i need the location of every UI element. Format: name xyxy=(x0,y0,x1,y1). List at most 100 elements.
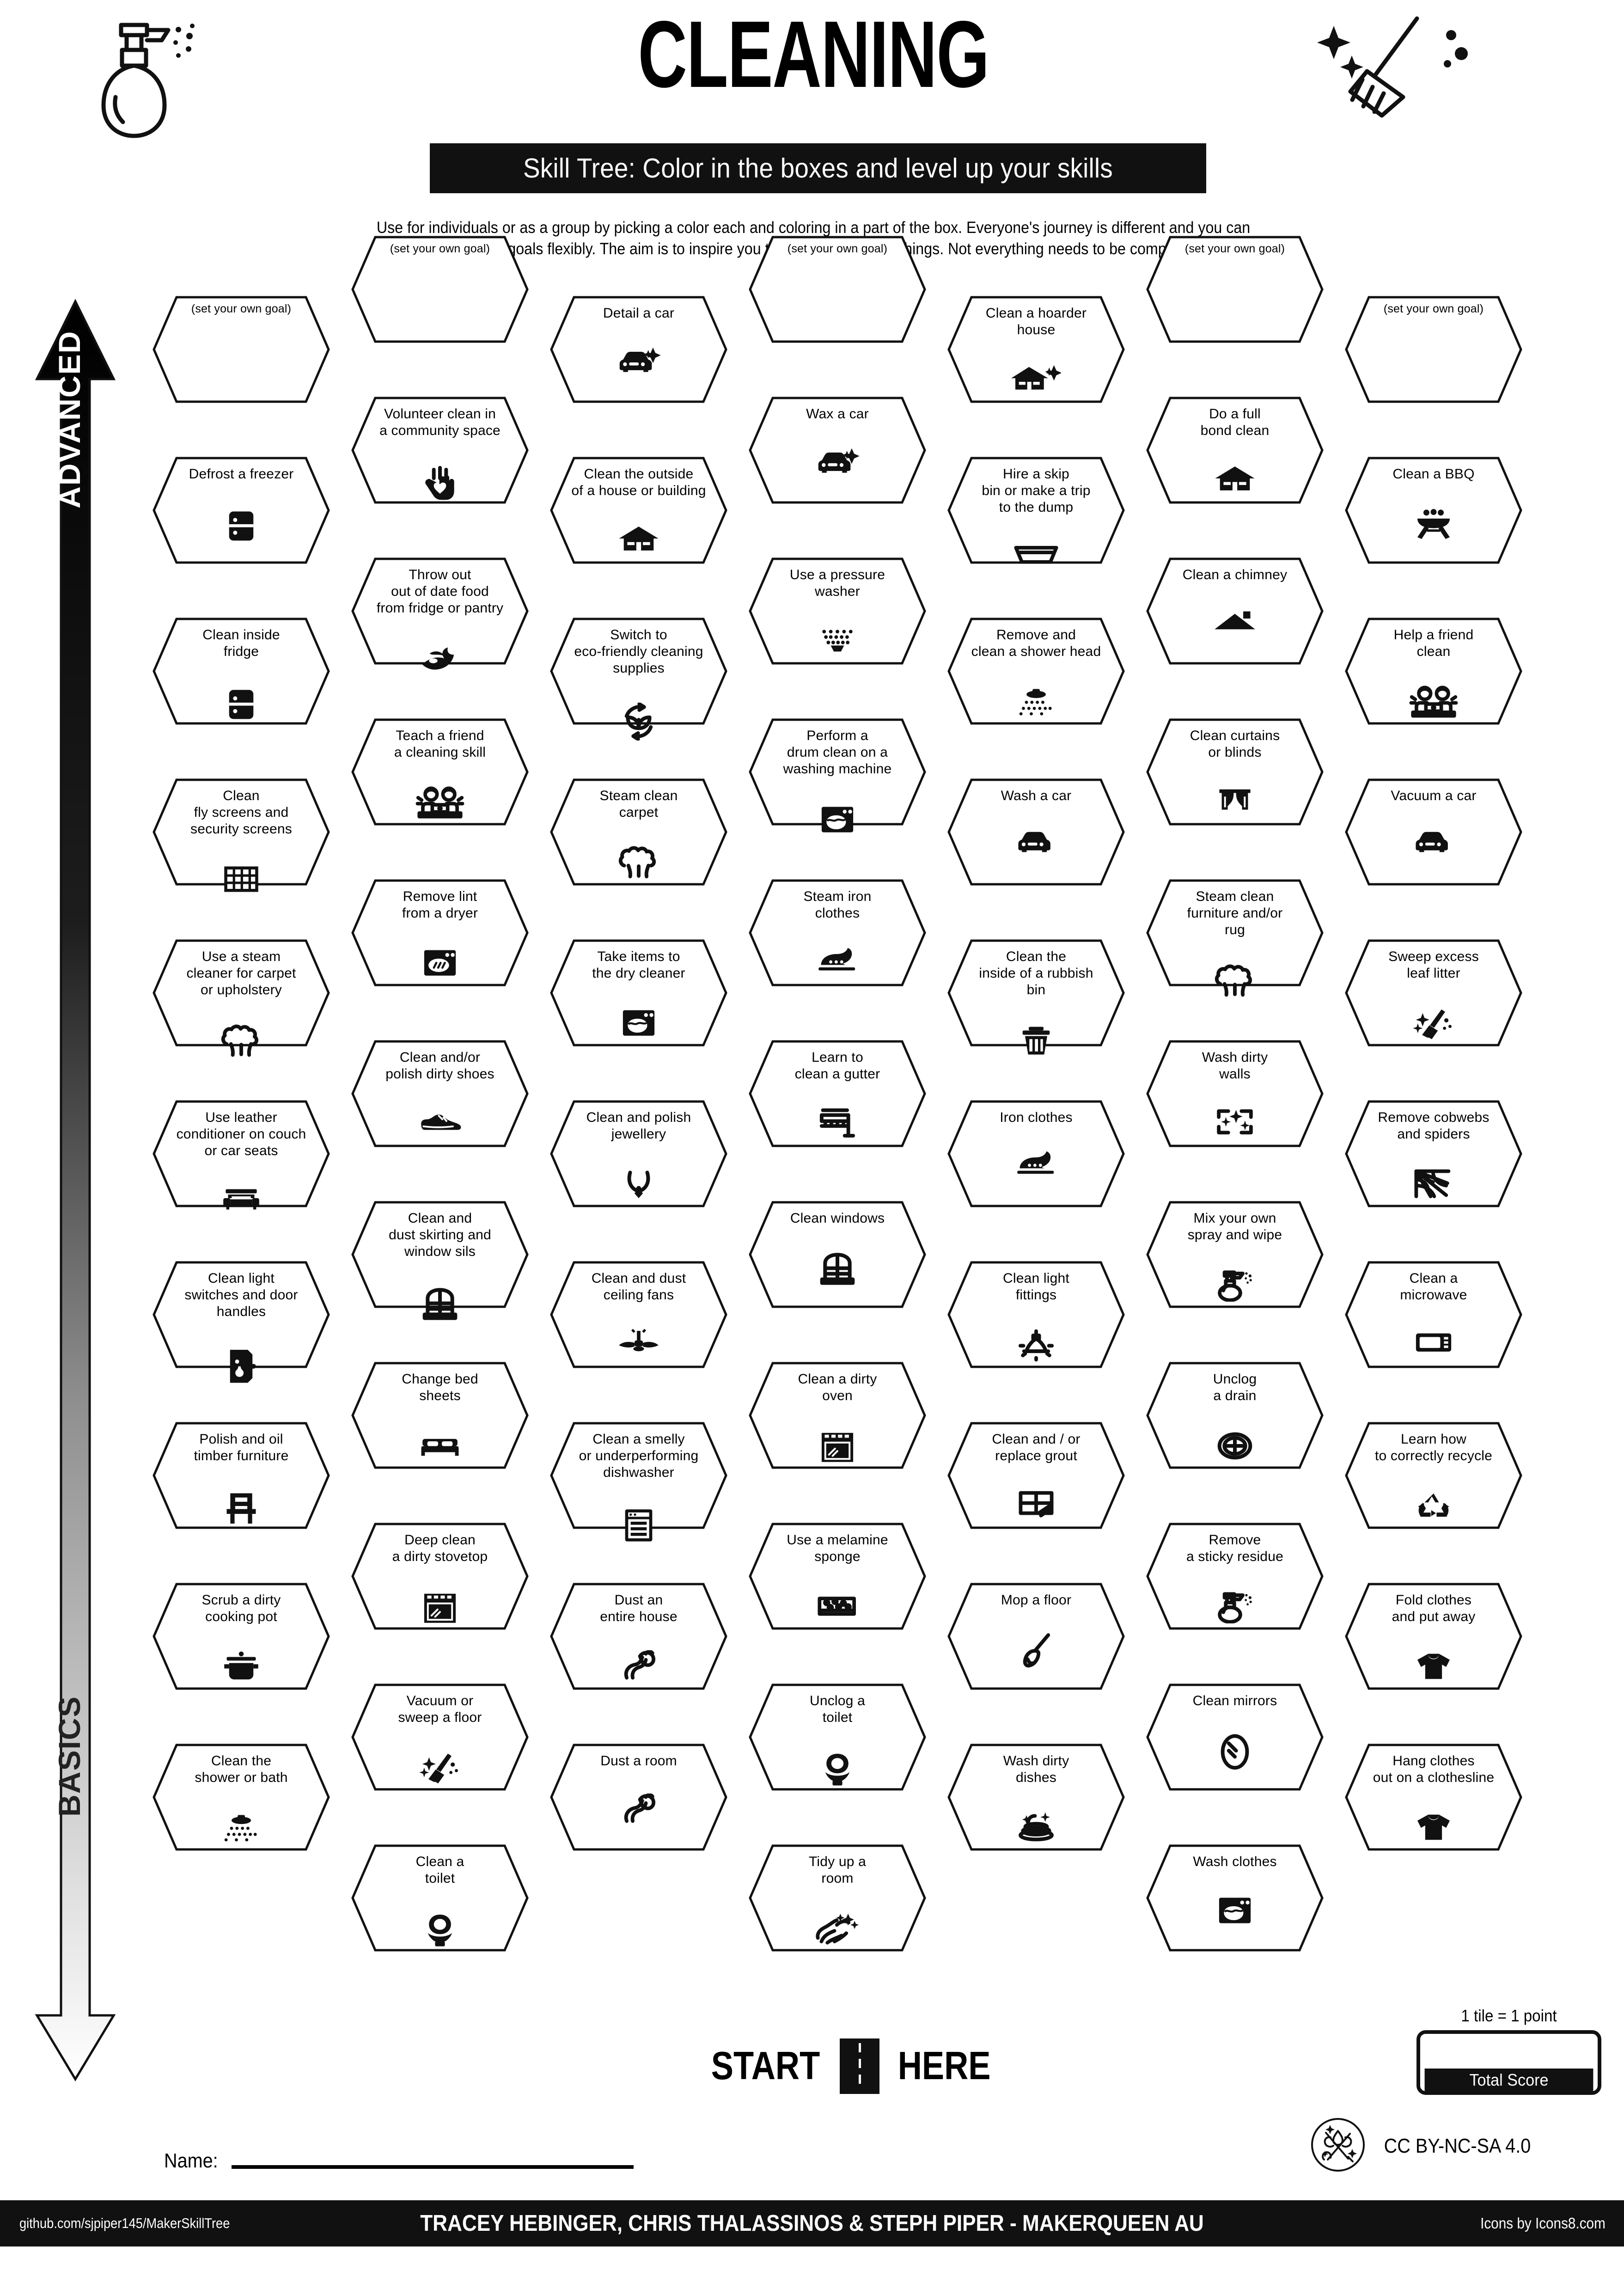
skill-tile[interactable]: Fold clothes and put away xyxy=(1345,1583,1522,1690)
skill-tile[interactable]: Steam iron clothes xyxy=(749,879,926,986)
skill-tile[interactable]: Do a full bond clean xyxy=(1146,397,1324,504)
skill-tile[interactable]: Hire a skip bin or make a trip to the dump xyxy=(947,457,1125,564)
skill-tile-label: Clean inside fridge xyxy=(202,627,280,659)
skill-tile-label: Iron clothes xyxy=(1000,1110,1073,1125)
skill-tile-label: Wash dirty walls xyxy=(1202,1050,1268,1082)
skill-tile-label: Hire a skip bin or make a trip to the dump xyxy=(982,466,1091,515)
skill-tile[interactable]: Dust a room xyxy=(550,1744,727,1851)
skill-tile[interactable]: Mop a floor xyxy=(947,1583,1125,1690)
skill-tile[interactable]: Vacuum a car xyxy=(1345,778,1522,886)
sprayhead-icon xyxy=(749,625,926,659)
skill-tile[interactable]: Use a steam cleaner for carpet or upholste… xyxy=(153,939,330,1057)
skill-tile[interactable]: Clean a toilet xyxy=(351,1844,529,1952)
skill-tile[interactable]: Remove a sticky residue xyxy=(1146,1523,1324,1630)
skill-tile-label: Clean the shower or bath xyxy=(195,1753,288,1785)
subtitle-banner: Skill Tree: Color in the boxes and level… xyxy=(430,143,1206,193)
skill-tile[interactable]: Learn how to correctly recycle xyxy=(1345,1422,1522,1529)
skill-tile[interactable]: Vacuum or sweep a floor xyxy=(351,1683,529,1791)
skill-tile[interactable]: Change bed sheets xyxy=(351,1362,529,1469)
skill-tile[interactable]: Perform a drum clean on a washing machine xyxy=(749,718,926,832)
skill-tile[interactable]: Tidy up a room xyxy=(749,1844,926,1952)
skill-tile[interactable]: (set your own goal) xyxy=(749,236,926,343)
screen-grid-icon xyxy=(153,863,330,897)
recycle-icon xyxy=(1345,1489,1522,1525)
skill-tile-label: Clean a dirty oven xyxy=(798,1371,877,1403)
skill-tile[interactable]: Wash dirty dishes xyxy=(947,1744,1125,1851)
skill-tile[interactable]: Steam clean carpet xyxy=(550,778,727,886)
skill-tile[interactable]: Use a melamine sponge xyxy=(749,1523,926,1630)
skill-tile[interactable]: Clean windows xyxy=(749,1201,926,1308)
skill-tile[interactable]: Polish and oil timber furniture xyxy=(153,1422,330,1529)
skill-tile[interactable]: (set your own goal) xyxy=(351,236,529,343)
score-input-area[interactable] xyxy=(1420,2034,1598,2069)
skill-tile[interactable]: Sweep excess leaf litter xyxy=(1345,939,1522,1047)
name-field[interactable]: Name: xyxy=(164,2149,634,2173)
skill-tile-label: Wash a car xyxy=(1001,788,1072,803)
skill-tile-label: Fold clothes and put away xyxy=(1392,1592,1476,1624)
skill-tile[interactable]: Clean inside fridge xyxy=(153,618,330,725)
skill-tile[interactable]: Scrub a dirty cooking pot xyxy=(153,1583,330,1690)
skill-tile[interactable]: Clean the outside of a house or building xyxy=(550,457,727,564)
skill-tile[interactable]: Unclog a drain xyxy=(1146,1362,1324,1469)
road-icon xyxy=(840,2038,880,2094)
skill-tile[interactable]: (set your own goal) xyxy=(1345,296,1522,403)
skill-tile-label: Unclog a drain xyxy=(1213,1371,1257,1403)
skill-tile[interactable]: Clean a hoarder house xyxy=(947,296,1125,403)
skill-tile[interactable]: Use a pressure washer xyxy=(749,557,926,665)
skill-tile-label: Tidy up a room xyxy=(808,1854,867,1886)
icons-credit[interactable]: Icons by Icons8.com xyxy=(1480,2215,1606,2232)
skill-tile[interactable]: Wash clothes xyxy=(1146,1844,1324,1952)
skill-tile[interactable]: Switch to eco-friendly cleaning supplies xyxy=(550,618,727,741)
total-score-box[interactable]: Total Score xyxy=(1416,2030,1601,2095)
skill-tile[interactable]: Defrost a freezer xyxy=(153,457,330,564)
skill-tile[interactable]: Clean and / or replace grout xyxy=(947,1422,1125,1529)
skill-tile[interactable]: Clean and dust skirting and window sils xyxy=(351,1201,529,1320)
skill-tile[interactable]: (set your own goal) xyxy=(1146,236,1324,343)
skill-tile[interactable]: Clean a microwave xyxy=(1345,1261,1522,1368)
skill-tile[interactable]: Help a friend clean xyxy=(1345,618,1522,725)
skill-tile[interactable]: Wax a car xyxy=(749,397,926,504)
skill-tile[interactable]: Clean and/or polish dirty shoes xyxy=(351,1040,529,1147)
skill-tile[interactable]: Learn to clean a gutter xyxy=(749,1040,926,1147)
skill-tile[interactable]: Clean a smelly or underperforming dishwash… xyxy=(550,1422,727,1542)
skill-tile[interactable]: Iron clothes xyxy=(947,1100,1125,1207)
skill-tile-label: Clean curtains or blinds xyxy=(1190,728,1280,760)
skill-tile[interactable]: Wash dirty walls xyxy=(1146,1040,1324,1147)
skill-tile[interactable]: Dust an entire house xyxy=(550,1583,727,1690)
total-score-caption: Total Score xyxy=(1424,2069,1593,2091)
toilet-icon xyxy=(351,1912,529,1950)
skill-tile[interactable]: (set your own goal) xyxy=(153,296,330,403)
skill-tile[interactable]: Clean a BBQ xyxy=(1345,457,1522,564)
name-input-rule[interactable] xyxy=(231,2165,634,2169)
skill-tile[interactable]: Clean a dirty oven xyxy=(749,1362,926,1469)
skill-tile[interactable]: Clean curtains or blinds xyxy=(1146,718,1324,826)
skill-tile[interactable]: Clean the inside of a rubbish bin xyxy=(947,939,1125,1055)
skill-tile[interactable]: Clean light switches and door handles xyxy=(153,1261,330,1383)
couch-icon xyxy=(153,1185,330,1213)
skill-tile[interactable]: Mix your own spray and wipe xyxy=(1146,1201,1324,1308)
skill-tile[interactable]: Volunteer clean in a community space xyxy=(351,397,529,504)
skill-tile[interactable]: Clean fly screens and security screens xyxy=(153,778,330,892)
github-link[interactable]: github.com/sjpiper145/MakerSkillTree xyxy=(19,2215,230,2231)
duster-icon xyxy=(550,1650,727,1685)
skill-tile[interactable]: Clean light fittings xyxy=(947,1261,1125,1368)
skill-tile[interactable]: Throw out out of date food from fridge or … xyxy=(351,557,529,670)
skill-tile[interactable]: Clean and polish jewellery xyxy=(550,1100,727,1207)
skill-tile[interactable]: Use leather conditioner on couch or car se… xyxy=(153,1100,330,1210)
skill-tile[interactable]: Remove and clean a shower head xyxy=(947,618,1125,725)
skill-tile[interactable]: Clean a chimney xyxy=(1146,557,1324,665)
skill-tile[interactable]: Clean and dust ceiling fans xyxy=(550,1261,727,1368)
skill-tile[interactable]: Wash a car xyxy=(947,778,1125,886)
skill-tile[interactable]: Clean mirrors xyxy=(1146,1683,1324,1791)
skill-tile[interactable]: Clean the shower or bath xyxy=(153,1744,330,1851)
skill-tile[interactable]: Remove cobwebs and spiders xyxy=(1345,1100,1522,1207)
skill-tile[interactable]: Deep clean a dirty stovetop xyxy=(351,1523,529,1630)
skill-tile[interactable]: Teach a friend a cleaning skill xyxy=(351,718,529,826)
skill-tile[interactable]: Remove lint from a dryer xyxy=(351,879,529,986)
hands-sparkle-icon xyxy=(749,1912,926,1947)
skill-tile[interactable]: Take items to the dry cleaner xyxy=(550,939,727,1047)
skill-tile[interactable]: Unclog a toilet xyxy=(749,1683,926,1791)
skill-tile[interactable]: Hang clothes out on a clothesline xyxy=(1345,1744,1522,1851)
skill-tile[interactable]: Detail a car xyxy=(550,296,727,403)
skill-tile[interactable]: Steam clean furniture and/or rug xyxy=(1146,879,1324,997)
